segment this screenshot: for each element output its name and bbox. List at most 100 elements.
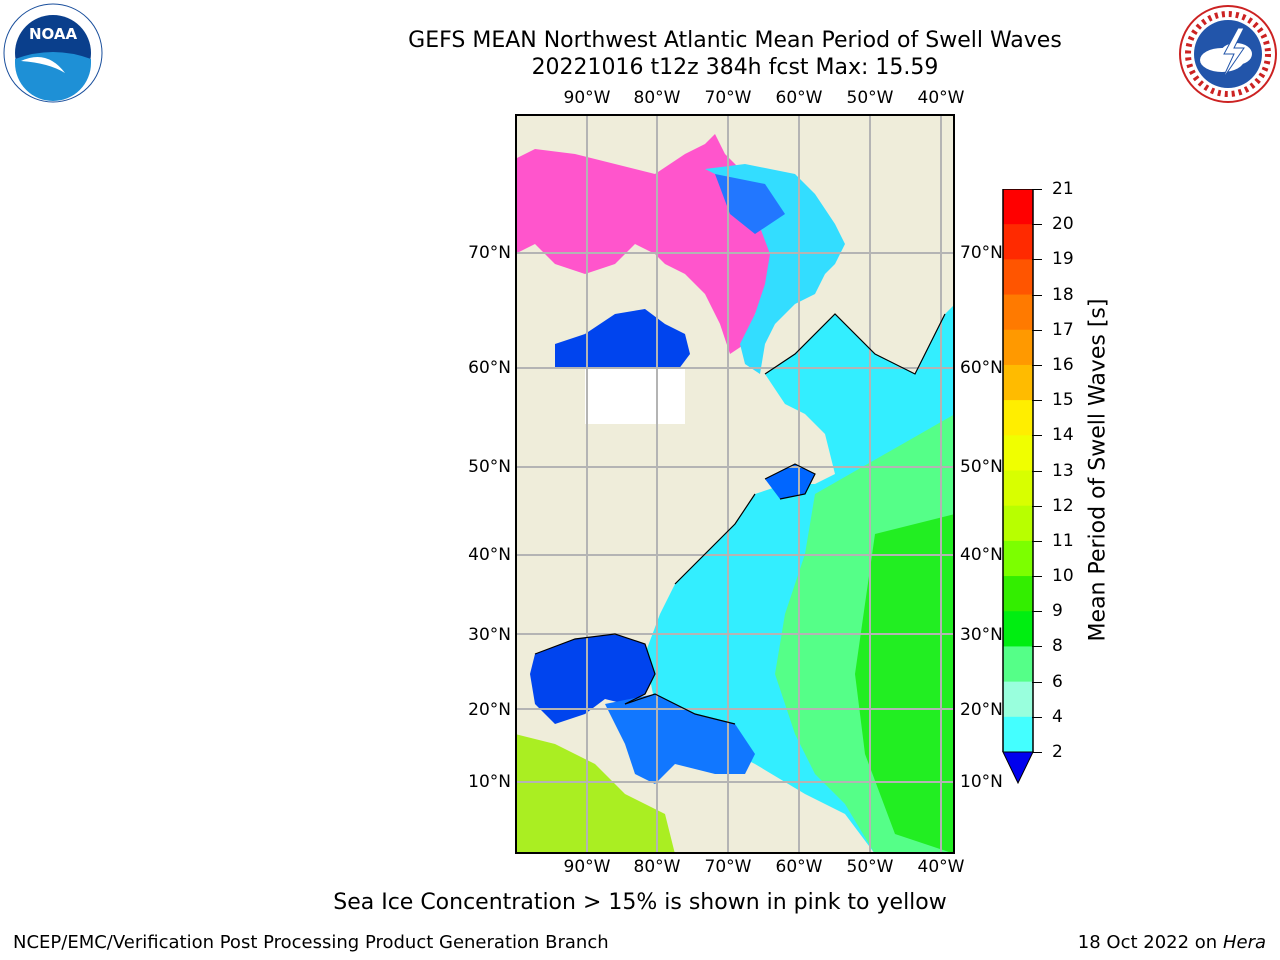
colorbar-tick-label: 11 (1052, 530, 1074, 551)
lon-label-top-60w: 60°W (775, 88, 823, 108)
colorbar-tick-label: 8 (1052, 636, 1063, 657)
colorbar-tick-label: 20 (1052, 214, 1074, 235)
colorbar-segment (1003, 435, 1033, 471)
colorbar-tick-mark (1032, 752, 1042, 753)
footer-credit: NCEP/EMC/Verification Post Processing Pr… (13, 932, 609, 953)
colorbar-tick-mark (1032, 646, 1042, 648)
graticule (515, 114, 955, 854)
colorbar-tick-mark (1032, 224, 1042, 226)
colorbar-tick-label: 12 (1052, 495, 1074, 516)
no-data-area (585, 369, 685, 424)
lat-label-right-30n: 30°N (960, 625, 1003, 645)
colorbar-tick-label: 2 (1052, 742, 1063, 762)
colorbar-segment (1003, 400, 1033, 436)
colorbar-segment (1003, 294, 1033, 331)
footer-date-text: 18 Oct 2022 on (1077, 932, 1223, 953)
colorbar-tick-mark (1032, 259, 1042, 261)
lon-label-top-90w: 90°W (563, 88, 611, 108)
colorbar-tick-label: 21 (1052, 179, 1074, 199)
colorbar-tick-label: 13 (1052, 460, 1074, 481)
colorbar-tick-mark (1032, 576, 1042, 578)
colorbar-tick-mark (1032, 364, 1042, 366)
footer-date: 18 Oct 2022 on Hera (1078, 932, 1266, 953)
colorbar-segment (1003, 716, 1033, 753)
colorbar-tick-mark (1032, 540, 1042, 542)
colorbar-tick-mark (1032, 329, 1042, 331)
coastlines (534, 313, 946, 725)
colorbar-tick-label: 18 (1052, 284, 1074, 305)
lon-label-top-80w: 80°W (633, 88, 681, 108)
lat-label-left-50n: 50°N (468, 457, 511, 477)
lat-label-right-70n: 70°N (960, 243, 1003, 263)
chart-title: GEFS MEAN Northwest Atlantic Mean Period… (408, 28, 1062, 53)
colorbar-segment (1003, 364, 1033, 401)
colorbar-tick-label: 14 (1052, 425, 1074, 446)
south-america (515, 734, 675, 854)
lon-label-bottom-90w: 90°W (563, 857, 611, 877)
map-frame (515, 114, 955, 854)
colorbar-label: Mean Period of Swell Waves [s] (1085, 298, 1111, 642)
noaa-logo-text: NOAA (29, 25, 78, 43)
colorbar-segment (1003, 611, 1033, 647)
colorbar-tick-label: 16 (1052, 354, 1074, 375)
atlantic-long-period-zone (855, 514, 955, 854)
colorbar-segment (1003, 576, 1033, 612)
colorbar-segment (1003, 540, 1033, 577)
lat-label-left-10n: 10°N (468, 772, 511, 792)
colorbar-tick-label: 4 (1052, 706, 1063, 727)
colorbar-tick-mark (1032, 400, 1042, 402)
lat-label-left-70n: 70°N (468, 243, 511, 263)
colorbar-tick-mark (1032, 435, 1042, 437)
colorbar (1002, 188, 1034, 785)
colorbar-tick-label: 10 (1052, 566, 1074, 587)
colorbar-segment (1003, 259, 1033, 296)
colorbar-segment (1003, 189, 1033, 225)
sea-ice-arctic (515, 134, 775, 354)
footer-machine: Hera (1222, 932, 1266, 953)
lon-label-bottom-60w: 60°W (775, 857, 823, 877)
lat-label-left-60n: 60°N (468, 358, 511, 378)
colorbar-segment (1003, 470, 1033, 507)
baffin-deep-region (715, 174, 785, 234)
colorbar-segment (1003, 505, 1033, 542)
colorbar-tick-label: 9 (1052, 601, 1063, 622)
colorbar-segment (1003, 681, 1033, 718)
lat-label-right-10n: 10°N (960, 772, 1003, 792)
swell-period-map (515, 114, 955, 854)
lon-label-top-50w: 50°W (846, 88, 894, 108)
colorbar-tick-mark (1032, 470, 1042, 472)
colorbar-tick-mark (1032, 681, 1042, 683)
lon-label-bottom-40w: 40°W (917, 857, 965, 877)
colorbar-tick-label: 17 (1052, 319, 1074, 340)
baffin-bay (705, 164, 845, 374)
colorbar-segment (1003, 646, 1033, 683)
chart-subtitle: 20221016 t12z 384h fcst Max: 15.59 (531, 55, 939, 80)
caribbean-sea (605, 694, 755, 784)
lat-label-left-30n: 30°N (468, 625, 511, 645)
lat-label-right-50n: 50°N (960, 457, 1003, 477)
colorbar-tick-mark (1032, 294, 1042, 296)
colorbar-segment (1003, 224, 1033, 260)
colorbar-tick-mark (1032, 716, 1042, 718)
lat-label-right-20n: 20°N (960, 700, 1003, 720)
colorbar-tick-label: 6 (1052, 671, 1063, 692)
lat-label-left-20n: 20°N (468, 700, 511, 720)
lat-label-right-40n: 40°N (960, 545, 1003, 565)
colorbar-tick-mark (1032, 189, 1042, 190)
nws-logo (1178, 4, 1278, 104)
lon-label-bottom-70w: 70°W (704, 857, 752, 877)
lon-label-top-70w: 70°W (704, 88, 752, 108)
lat-label-right-60n: 60°N (960, 358, 1003, 378)
lat-label-left-40n: 40°N (468, 545, 511, 565)
colorbar-tick-mark (1032, 505, 1042, 507)
colorbar-extend-arrow (1002, 751, 1034, 785)
lon-label-top-40w: 40°W (917, 88, 965, 108)
sea-ice-note: Sea Ice Concentration > 15% is shown in … (333, 890, 947, 915)
lon-label-bottom-80w: 80°W (633, 857, 681, 877)
colorbar-tick-label: 15 (1052, 390, 1074, 411)
colorbar-tick-label: 19 (1052, 249, 1074, 270)
lon-label-bottom-50w: 50°W (846, 857, 894, 877)
colorbar-segment (1003, 329, 1033, 366)
colorbar-tick-mark (1032, 611, 1042, 613)
noaa-logo: NOAA (3, 3, 103, 103)
